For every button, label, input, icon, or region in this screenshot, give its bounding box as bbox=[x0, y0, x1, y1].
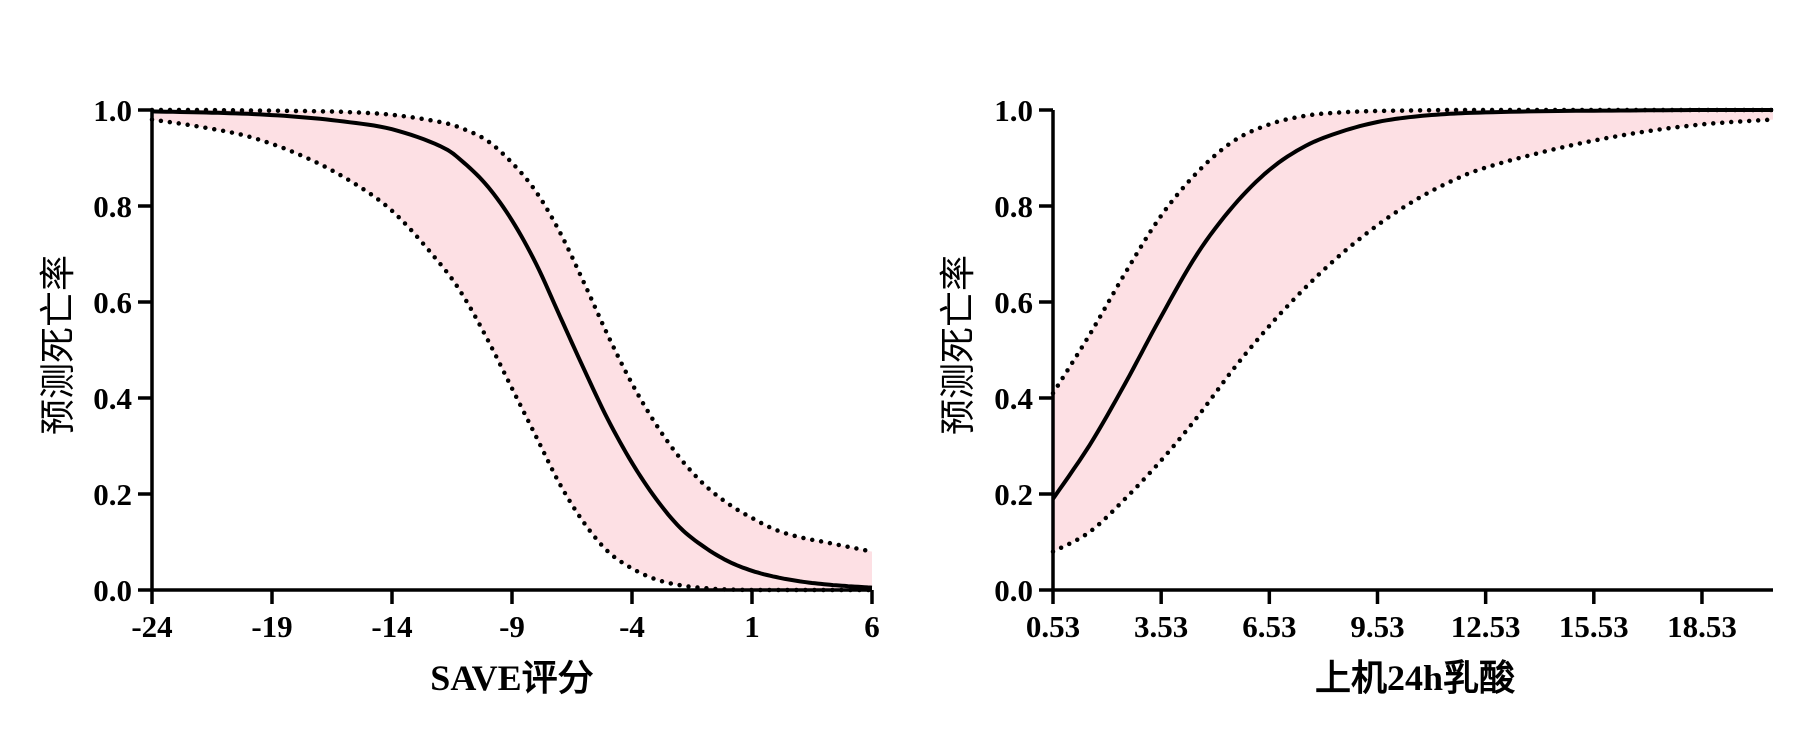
left-x-tick-label: -19 bbox=[251, 609, 292, 644]
right-y-tick-label: 0.8 bbox=[994, 189, 1033, 224]
left-upper-ci-line bbox=[149, 107, 875, 554]
left-prediction-line bbox=[151, 109, 873, 590]
right-x-tick-label: 9.53 bbox=[1350, 609, 1404, 644]
right-x-tick-label: 15.53 bbox=[1559, 609, 1629, 644]
left-y-tick-label: 0.8 bbox=[93, 189, 132, 224]
left-confidence-band bbox=[152, 110, 872, 590]
right-y-tick-label: 0.6 bbox=[994, 285, 1033, 320]
left-y-tick-label: 0.2 bbox=[93, 477, 132, 512]
right-y-tick-label: 1.0 bbox=[994, 93, 1033, 128]
right-x-tick-label: 12.53 bbox=[1451, 609, 1521, 644]
left-x-tick-label: -9 bbox=[499, 609, 525, 644]
right-y-axis-title: 预测死亡率 bbox=[938, 255, 978, 435]
left-x-tick-label: 1 bbox=[744, 609, 760, 644]
right-prediction-line bbox=[1051, 108, 1773, 500]
left-panel-save-score: 预测死亡率 SAVE评分 0.0 0.2 0.4 0.6 0.8 1.0 -24 -19 -14… bbox=[38, 93, 880, 698]
left-lower-ci-line bbox=[149, 117, 875, 593]
left-y-tick-label: 0.6 bbox=[93, 285, 132, 320]
left-y-tick-label: 0.4 bbox=[93, 381, 132, 416]
right-panel-lactate: 预测死亡率 上机24h乳酸 0.0 0.2 0.4 0.6 0.8 1.0 0.53 3.53… bbox=[938, 93, 1776, 698]
left-x-tick-label: -14 bbox=[371, 609, 412, 644]
left-y-tick-label: 1.0 bbox=[93, 93, 132, 128]
right-x-tick-label: 3.53 bbox=[1134, 609, 1188, 644]
left-y-axis-title: 预测死亡率 bbox=[38, 255, 78, 435]
right-x-tick-label: 0.53 bbox=[1026, 609, 1080, 644]
right-x-tick-label: 6.53 bbox=[1242, 609, 1296, 644]
right-confidence-band bbox=[1053, 110, 1773, 552]
right-x-tick-label: 18.53 bbox=[1667, 609, 1737, 644]
right-y-tick-label: 0.0 bbox=[994, 573, 1033, 608]
left-x-tick-label: -24 bbox=[131, 609, 172, 644]
left-x-tick-label: -4 bbox=[619, 609, 645, 644]
right-y-tick-label: 0.2 bbox=[994, 477, 1033, 512]
left-x-axis-title: SAVE评分 bbox=[430, 658, 593, 698]
right-y-tick-label: 0.4 bbox=[994, 381, 1033, 416]
left-x-tick-label: 6 bbox=[864, 609, 880, 644]
right-lower-ci-line bbox=[1050, 117, 1776, 554]
right-x-axis-title: 上机24h乳酸 bbox=[1315, 658, 1515, 698]
left-y-tick-label: 0.0 bbox=[93, 573, 132, 608]
